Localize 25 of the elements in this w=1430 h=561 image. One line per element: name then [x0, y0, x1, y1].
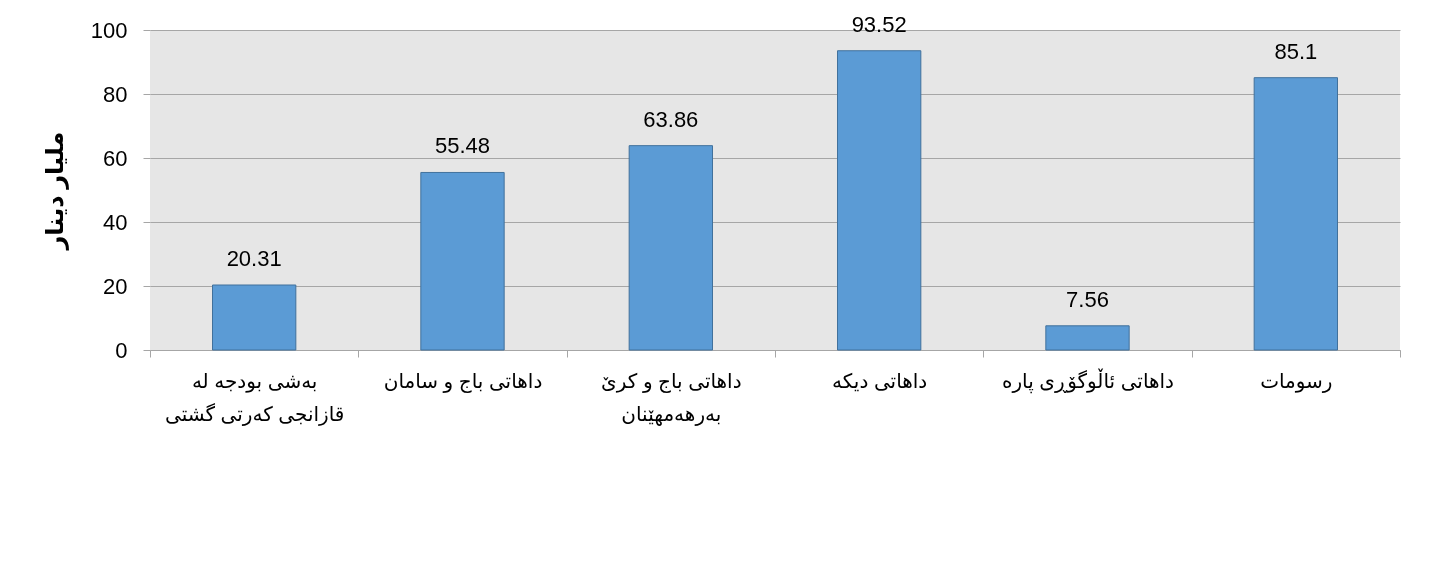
data-label: 55.48 — [434, 133, 491, 159]
x-tick-label: بەشی بودجە لە قازانجی کەرتی گشتی — [164, 369, 345, 426]
bar — [837, 50, 922, 351]
bar — [420, 171, 505, 351]
bar — [212, 284, 297, 351]
y-tick-label: 20 — [103, 273, 128, 299]
y-tick-label: 60 — [103, 145, 128, 171]
data-label: 7.56 — [1066, 286, 1109, 312]
bar — [1045, 325, 1130, 351]
data-label: 63.86 — [643, 106, 699, 132]
y-tick-label: 80 — [103, 81, 128, 107]
y-tick-label: 100 — [90, 17, 128, 43]
data-label: 93.52 — [851, 11, 907, 37]
y-axis-title: ملیار دینار — [40, 131, 69, 251]
x-tick-label: داهاتی دیکە — [832, 369, 928, 392]
x-tick-label: داهاتی باج و کرێ بەرهەمهێنان — [601, 369, 742, 426]
y-tick-label: 0 — [115, 337, 128, 363]
x-tick-label: رسومات — [1260, 369, 1333, 393]
data-label: 20.31 — [226, 246, 282, 272]
data-label: 85.1 — [1274, 38, 1318, 64]
bar — [628, 145, 713, 351]
bar — [1253, 77, 1338, 351]
x-tick-label: داهاتی ئاڵوگۆڕی پارە — [1001, 367, 1175, 394]
x-tick-label: داهاتی باج و سامان — [383, 369, 543, 393]
y-tick-label: 40 — [103, 209, 128, 235]
